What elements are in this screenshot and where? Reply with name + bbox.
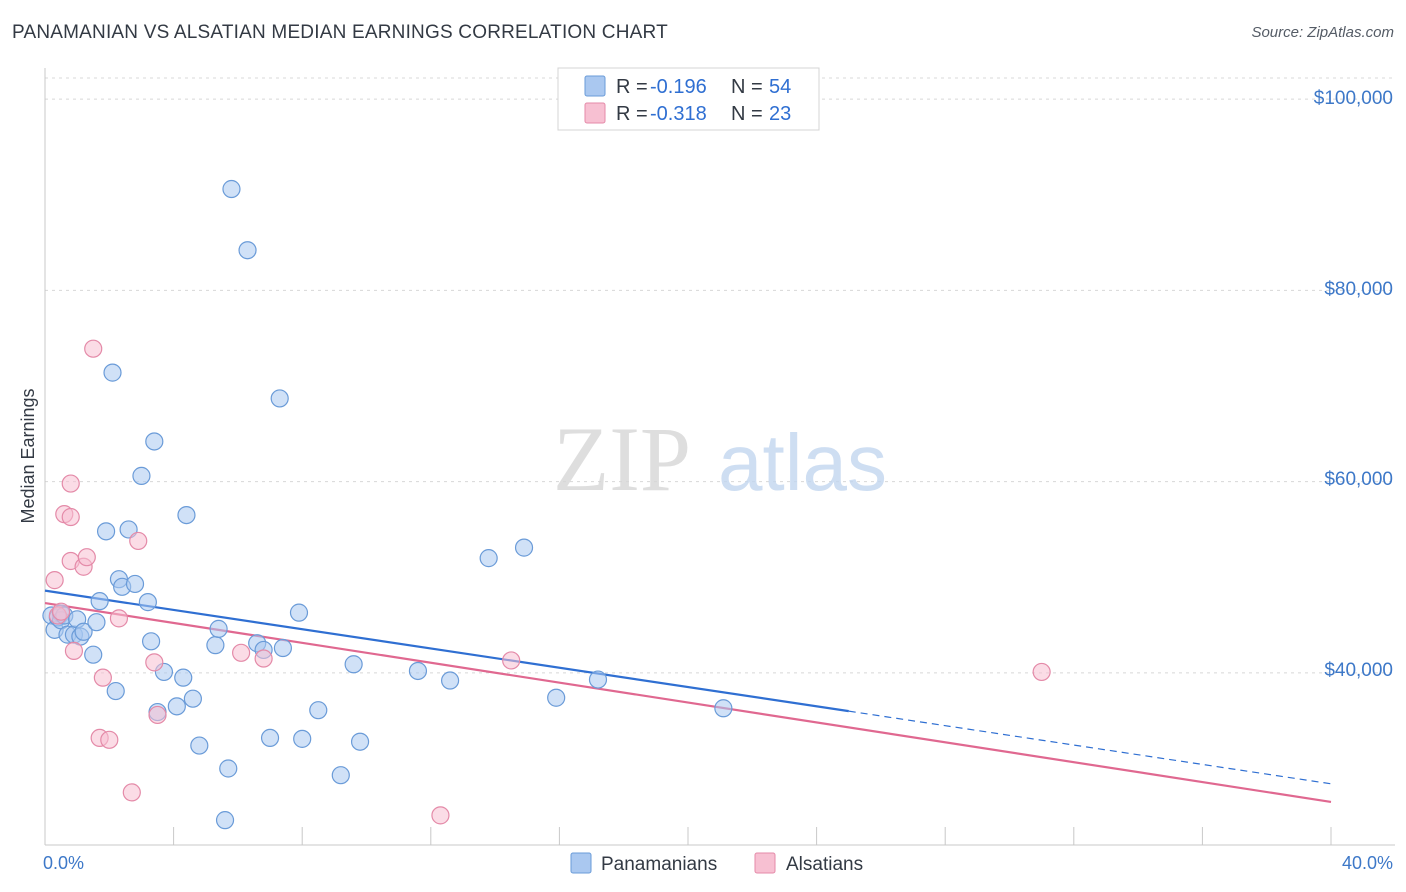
alsatian-point: [77, 548, 96, 567]
alsatian-point: [145, 653, 164, 672]
y-tick-label: $60,000: [1324, 469, 1393, 490]
panamanian-point: [440, 671, 460, 690]
panamanian-point: [190, 736, 209, 755]
panamanian-point: [714, 699, 733, 718]
trendline-panamanians: [44, 589, 849, 713]
panamanian-point: [479, 549, 498, 568]
x-ticks: [44, 827, 1332, 845]
legend-r-label: R =: [616, 76, 648, 98]
panamanian-point: [344, 655, 363, 674]
y-axis-label: Median Earnings: [18, 388, 38, 523]
panamanian-point: [215, 811, 235, 830]
axes: [44, 68, 1395, 846]
x-tick-label-max: 40.0%: [1342, 853, 1393, 873]
source-label: Source: ZipAtlas.com: [1251, 24, 1394, 41]
y-tick-label: $40,000: [1324, 660, 1393, 681]
legend-n-value: 23: [769, 103, 791, 125]
panamanian-point: [87, 613, 106, 632]
alsatian-point: [109, 609, 129, 628]
watermark: ZIP atlas: [553, 408, 887, 510]
panamanian-point: [219, 759, 238, 778]
chart-title: PANAMANIAN VS ALSATIAN MEDIAN EARNINGS C…: [12, 22, 668, 43]
watermark-atlas: atlas: [718, 418, 887, 507]
bottom-legend-label: Alsatians: [786, 854, 863, 875]
panamanian-point: [547, 688, 566, 707]
panamanian-point: [588, 670, 608, 689]
alsatian-point: [232, 643, 251, 662]
legend-r-label: R =: [616, 103, 648, 125]
panamanian-point: [177, 505, 196, 525]
y-tick-label: $80,000: [1324, 279, 1393, 300]
panamanian-point: [141, 632, 161, 651]
legend-n-value: 54: [769, 76, 791, 98]
panamanian-point: [209, 619, 228, 638]
legend-r-value: -0.196: [650, 76, 707, 98]
alsatian-point: [431, 806, 450, 825]
alsatian-point: [51, 602, 71, 621]
data-points: [42, 179, 1051, 830]
legend: R = -0.196 N = 54 R = -0.318 N = 23: [557, 67, 820, 131]
panamanian-point: [260, 728, 280, 748]
alsatian-point: [502, 651, 521, 670]
legend-n-label: N =: [731, 76, 763, 98]
alsatian-point: [122, 783, 141, 802]
panamanian-point: [96, 522, 116, 541]
alsatian-point: [64, 641, 84, 660]
panamanian-point: [293, 729, 312, 748]
bottom-legend-label: Panamanians: [601, 854, 717, 875]
alsatian-point: [61, 507, 80, 527]
panamanian-point: [174, 668, 193, 687]
panamanian-point: [90, 592, 109, 611]
trendline-alsatians: [44, 601, 1332, 804]
bottom-legend: Panamanians Alsatians: [570, 852, 863, 875]
panamanian-point: [289, 603, 309, 622]
panamanian-point: [222, 179, 241, 199]
alsatian-point: [61, 474, 80, 493]
panamanian-point: [309, 701, 328, 720]
grid: [45, 77, 1395, 674]
y-tick-label: $100,000: [1314, 88, 1393, 109]
legend-swatch-pink: [584, 102, 606, 124]
panamanian-point: [103, 363, 122, 382]
panamanian-point: [206, 636, 225, 655]
alsatian-point: [148, 705, 167, 725]
panamanian-point: [270, 389, 289, 408]
panamanian-point: [132, 466, 151, 485]
trendline-panamanians-extension: [848, 710, 1332, 785]
panamanian-point: [183, 689, 202, 708]
panamanian-point: [84, 645, 103, 664]
trendlines: [44, 589, 1332, 804]
panamanian-point: [74, 622, 93, 641]
panamanian-point: [145, 432, 164, 451]
panamanian-point: [238, 241, 257, 260]
panamanian-point: [106, 681, 125, 701]
bottom-legend-swatch-pink: [754, 852, 776, 874]
legend-r-value: -0.318: [650, 103, 707, 125]
legend-swatch-blue: [584, 75, 606, 97]
alsatian-point: [1032, 662, 1051, 682]
panamanian-point: [125, 574, 145, 594]
y-tick-labels: $100,000 $80,000 $60,000 $40,000: [1314, 88, 1393, 681]
panamanian-point: [167, 697, 186, 716]
panamanian-point: [331, 766, 350, 785]
watermark-zip: ZIP: [553, 408, 691, 510]
panamanian-point: [138, 593, 157, 612]
alsatian-point: [129, 531, 148, 551]
bottom-legend-swatch-blue: [570, 852, 592, 874]
panamanian-point: [273, 638, 293, 658]
panamanian-point: [514, 538, 534, 557]
alsatian-point: [84, 339, 103, 358]
panamanian-point: [350, 732, 370, 751]
panamanian-point: [408, 661, 428, 681]
x-tick-label-min: 0.0%: [43, 853, 84, 873]
legend-n-label: N =: [731, 103, 763, 125]
alsatian-point: [93, 668, 112, 687]
alsatian-point: [45, 571, 64, 590]
alsatian-point: [254, 649, 273, 668]
alsatian-point: [100, 730, 119, 749]
